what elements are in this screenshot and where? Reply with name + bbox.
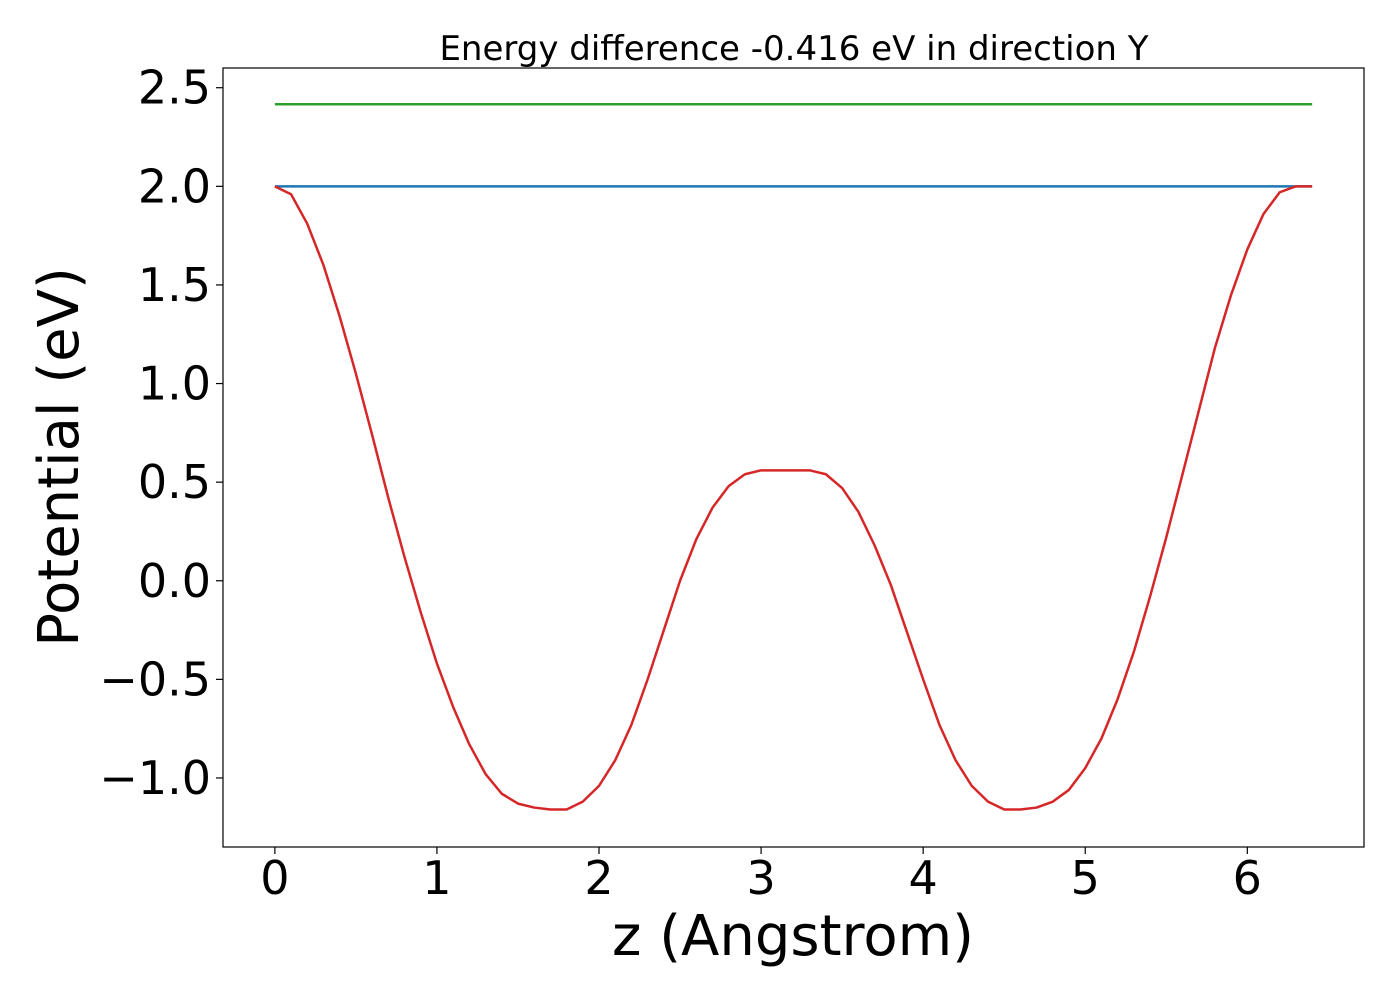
y-tick-label: 0.5 [138, 455, 211, 509]
y-axis-ticks: −1.0 −0.5 0.0 0.5 1.0 1.5 2.0 2.5 [99, 61, 223, 805]
x-axis-label: z (Angstrom) [612, 904, 974, 969]
x-tick-label: 6 [1233, 851, 1262, 905]
x-tick-label: 3 [746, 851, 775, 905]
x-tick-label: 1 [422, 851, 451, 905]
y-tick-label: 2.5 [138, 61, 211, 115]
x-tick-label: 0 [260, 851, 289, 905]
y-axis-label: Potential (eV) [27, 267, 92, 647]
x-tick-label: 4 [909, 851, 938, 905]
y-tick-label: −1.0 [99, 751, 211, 805]
series-line-2 [274, 185, 1313, 811]
series-layer [274, 103, 1313, 811]
chart-title: Energy difference -0.416 eV in direction… [439, 29, 1148, 69]
y-tick-label: 1.5 [138, 258, 211, 312]
plot-area-frame [222, 67, 1365, 848]
x-tick-label: 5 [1071, 851, 1100, 905]
y-tick-label: −0.5 [99, 652, 211, 706]
x-axis-ticks: 0 1 2 3 4 5 6 [260, 847, 1262, 905]
y-tick-label: 1.0 [138, 357, 211, 411]
y-tick-label: 2.0 [138, 159, 211, 213]
y-tick-label: 0.0 [138, 554, 211, 608]
x-tick-label: 2 [584, 851, 613, 905]
